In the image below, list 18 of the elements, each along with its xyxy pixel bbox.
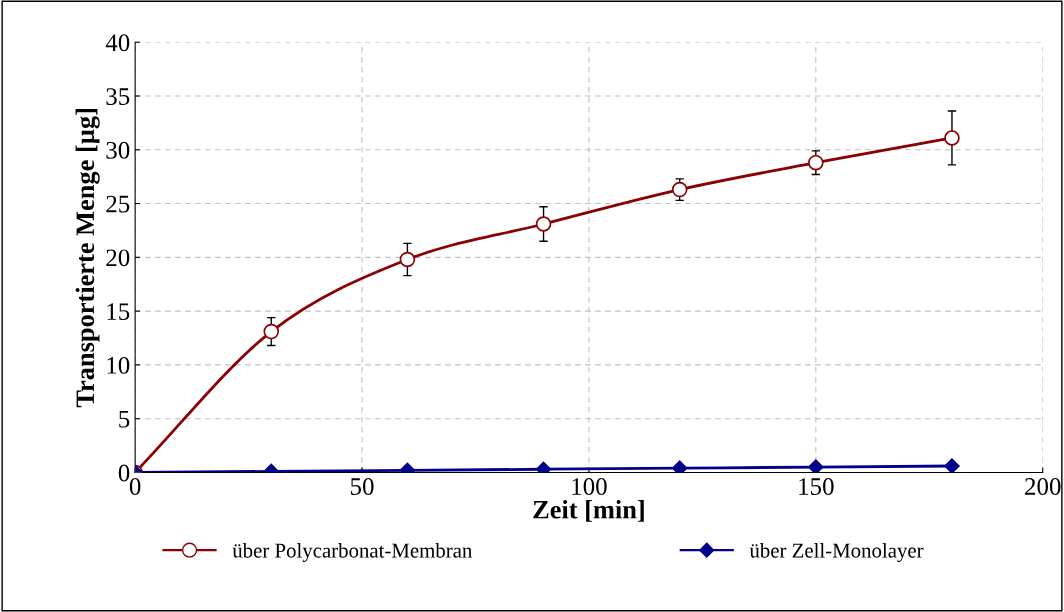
x-tick-label: 0 xyxy=(129,478,141,495)
y-tick-label: 35 xyxy=(106,88,130,105)
x-axis-title: Zeit [min] xyxy=(533,500,644,522)
y-tick-label: 0 xyxy=(118,464,130,482)
x-tick-label: 50 xyxy=(350,478,374,495)
y-axis-title: Transportierte Menge [µg] xyxy=(75,109,100,408)
x-tick-label: 150 xyxy=(799,478,834,495)
y-tick-label: 30 xyxy=(106,141,130,159)
legend-label: über Polycarbonat-Membran xyxy=(232,542,473,562)
y-tick-label: 10 xyxy=(107,356,130,374)
y-tick-label: 40 xyxy=(105,34,130,52)
legend-label: über Zell-Monolayer xyxy=(749,542,924,562)
x-tick-label: 200 xyxy=(1025,478,1061,495)
y-tick-label: 5 xyxy=(119,410,130,428)
x-tick-label: 100 xyxy=(572,478,607,495)
y-tick-label: 15 xyxy=(107,303,130,321)
y-tick-label: 25 xyxy=(106,195,130,213)
y-tick-label: 20 xyxy=(106,249,130,267)
